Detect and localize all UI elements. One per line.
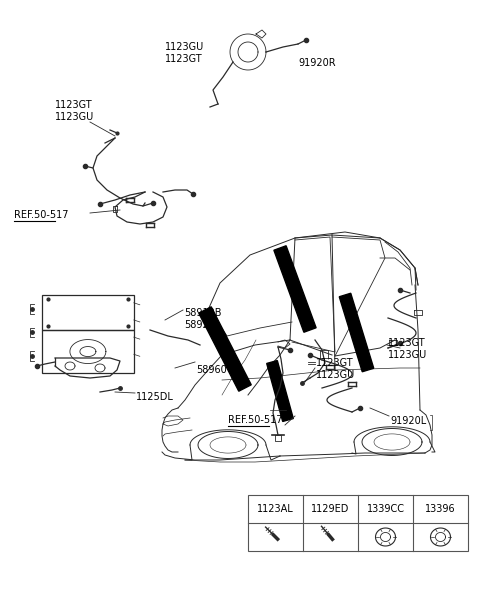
Polygon shape [274, 246, 316, 332]
Text: 1125DL: 1125DL [136, 392, 174, 402]
Text: 1123GT: 1123GT [388, 338, 426, 348]
Text: 58910B: 58910B [184, 308, 221, 318]
Text: 1123GU: 1123GU [55, 112, 94, 122]
Text: 91920R: 91920R [298, 58, 336, 68]
Text: 1339CC: 1339CC [367, 504, 405, 514]
Polygon shape [339, 293, 374, 372]
Text: 1123GT: 1123GT [316, 358, 354, 368]
Text: REF.50-517: REF.50-517 [228, 415, 283, 425]
Text: 1123GT: 1123GT [55, 100, 93, 110]
Text: REF.50-517: REF.50-517 [14, 210, 69, 220]
Text: 1123GU: 1123GU [316, 370, 355, 380]
Polygon shape [199, 307, 251, 391]
Text: 58960: 58960 [196, 365, 227, 375]
Text: 13396: 13396 [425, 504, 456, 514]
Text: 91920L: 91920L [390, 416, 426, 426]
Bar [248, 495, 468, 551]
Bar [42, 330, 134, 373]
Text: 1129ED: 1129ED [312, 504, 350, 514]
Polygon shape [267, 361, 293, 421]
Text: 58920: 58920 [184, 320, 215, 330]
Text: 1123GT: 1123GT [165, 54, 203, 64]
Text: 1123GU: 1123GU [165, 42, 204, 52]
Bar [42, 295, 134, 330]
Text: 1123GU: 1123GU [388, 350, 427, 360]
Text: 1123AL: 1123AL [257, 504, 294, 514]
